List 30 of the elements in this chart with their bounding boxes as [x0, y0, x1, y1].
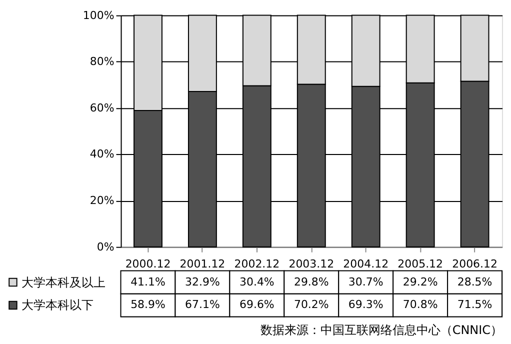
data-label: 28.5%	[457, 275, 492, 288]
x-tick-label: 2004.12	[343, 257, 389, 270]
x-tick-label: 2005.12	[398, 257, 443, 270]
source-note: 数据来源：中国互联网络信息中心（CNNIC）	[260, 323, 503, 338]
y-tick-label: 20%	[90, 194, 114, 208]
y-tick-label: 80%	[90, 55, 114, 68]
y-tick-label: 100%	[82, 8, 114, 22]
data-label: 32.9%	[185, 275, 220, 288]
x-tick-label: 2000.12	[125, 257, 171, 270]
data-label: 70.2%	[294, 298, 329, 312]
y-tick-label: 0%	[96, 240, 114, 254]
data-label: 29.2%	[402, 275, 438, 288]
data-label: 30.7%	[348, 275, 384, 288]
legend-label: 大学本科及以上	[21, 275, 106, 290]
data-label: 71.5%	[457, 298, 492, 312]
data-label: 41.1%	[130, 275, 166, 288]
x-tick-label: 2006.12	[452, 257, 498, 270]
data-label: 29.8%	[294, 275, 329, 288]
data-label: 58.9%	[130, 298, 166, 312]
y-tick-label: 40%	[90, 148, 114, 161]
data-label: 70.8%	[402, 298, 438, 312]
legend-label: 大学本科以下	[21, 298, 94, 312]
data-label: 67.1%	[185, 298, 220, 312]
x-tick-label: 2001.12	[180, 257, 226, 270]
data-label: 69.6%	[239, 298, 274, 312]
x-tick-label: 2002.12	[234, 257, 280, 270]
y-tick-label: 60%	[90, 101, 114, 114]
x-tick-label: 2003.12	[288, 257, 334, 270]
data-label: 30.4%	[239, 275, 274, 288]
data-label: 69.3%	[348, 298, 384, 312]
